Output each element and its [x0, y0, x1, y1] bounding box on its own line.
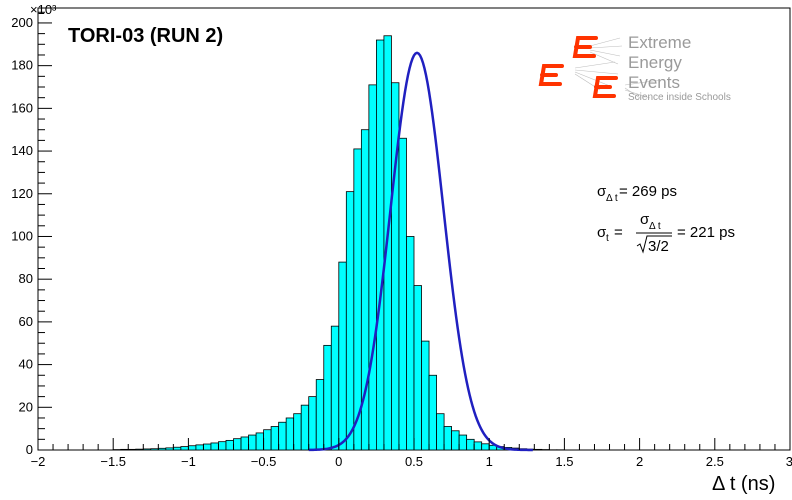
histogram-bar [323, 344, 332, 451]
sigma-dt-subscript: Δ t [606, 193, 618, 204]
sigma-t-symbol: σ [597, 224, 607, 241]
histogram-bar [458, 434, 468, 451]
histogram-bar [240, 436, 249, 451]
x-axis-title: Δ t (ns) [712, 473, 775, 495]
sigma-dt-annotation: σ Δ t = 269 ps [597, 183, 677, 204]
logo-line-3: Events [628, 73, 680, 92]
y-tick-label: 40 [19, 357, 33, 372]
histogram-bar [142, 448, 152, 451]
x-tick-label: −0.5 [251, 454, 277, 469]
logo-line-4: Science inside Schools [628, 92, 731, 103]
logo-line-2: Energy [628, 53, 682, 72]
histogram-bar [255, 432, 264, 451]
histogram-bar [330, 325, 340, 451]
equals-sign: = [614, 224, 623, 241]
x-tick-label: 0 [335, 454, 342, 469]
logo-line-1: Extreme [628, 33, 691, 52]
histogram-bar [270, 426, 280, 451]
x-tick-label: 1.5 [555, 454, 573, 469]
y-tick-label: 180 [11, 58, 33, 73]
x-tick-label: 1 [486, 454, 493, 469]
fraction-denominator: 3/2 [648, 238, 669, 255]
eee-logo: Extreme Energy Events Science inside Sch… [538, 33, 731, 103]
histogram-bar [451, 430, 460, 451]
y-tick-label: 140 [11, 143, 33, 158]
x-tick-label: −2 [31, 454, 46, 469]
chart-title: TORI-03 (RUN 2) [68, 25, 223, 47]
sigma-dt-value: = 269 ps [619, 183, 677, 200]
x-tick-label: −1.5 [100, 454, 126, 469]
histogram-bar [263, 429, 272, 451]
histogram-bar [375, 39, 385, 451]
y-axis: 0 20 40 60 80 100 120 140 160 180 200 [11, 11, 52, 457]
histogram-bar [195, 444, 204, 451]
histogram-bar [293, 413, 302, 451]
histogram-bar [398, 137, 407, 451]
histogram-bar [248, 434, 257, 451]
sigma-t-value: = 221 ps [677, 224, 735, 241]
fraction-numerator-symbol: σ [640, 211, 650, 228]
histogram-bar [127, 448, 137, 451]
fraction-numerator-subscript: Δ t [649, 221, 661, 232]
histogram-bar [278, 421, 287, 451]
y-tick-label: 100 [11, 228, 33, 243]
histogram-bar [233, 438, 242, 451]
histogram-bar [135, 448, 144, 451]
x-tick-label: 0.5 [405, 454, 423, 469]
x-axis: −2 −1.5 −1 −0.5 0 0.5 1 1.5 2 2.5 3 [31, 438, 792, 469]
y-tick-label: 80 [19, 271, 33, 286]
histogram-bar [353, 148, 362, 451]
logo-streaks [574, 37, 661, 99]
histogram-bar [466, 438, 475, 451]
x-tick-label: 3 [786, 454, 792, 469]
histogram-bar [172, 446, 182, 451]
sigma-t-annotation: σ t = σ Δ t 3/2 = 221 ps [597, 211, 735, 255]
logo-e-icon [538, 36, 618, 98]
histogram-bar [481, 443, 490, 451]
y-tick-label: 160 [11, 100, 33, 115]
y-tick-label: 200 [11, 15, 33, 30]
histogram-bar [421, 340, 430, 451]
sigma-dt-symbol: σ [597, 183, 607, 200]
histogram-bar [157, 447, 167, 451]
histogram-bar [436, 413, 445, 451]
histogram-bar [338, 261, 347, 451]
histogram-bar [413, 285, 422, 451]
histogram-bar [120, 448, 129, 451]
histogram-bar [180, 446, 189, 451]
histogram-bars [112, 35, 565, 451]
y-tick-label: 20 [19, 399, 33, 414]
histogram-bar [210, 442, 219, 451]
x-tick-label: −1 [181, 454, 196, 469]
histogram-bar [165, 447, 174, 451]
y-exponent-label: ×10³ [30, 2, 57, 17]
histogram-bar [473, 441, 483, 451]
sigma-t-subscript: t [606, 233, 609, 244]
histogram-bar [533, 448, 543, 451]
histogram-bar [150, 448, 159, 451]
histogram-bar [187, 445, 197, 451]
histogram-bar [406, 236, 415, 451]
histogram-bar [428, 374, 437, 451]
histogram-bar [315, 379, 325, 451]
x-tick-label: 2.5 [706, 454, 724, 469]
y-tick-label: 60 [19, 314, 33, 329]
histogram-bar [443, 426, 452, 451]
histogram-bar [218, 441, 227, 451]
histogram-bar [285, 417, 295, 451]
x-tick-label: 2 [636, 454, 643, 469]
gaussian-fit-curve [308, 51, 533, 452]
histogram-bar [203, 443, 212, 451]
histogram-bar [225, 439, 234, 451]
histogram-bar [368, 84, 377, 451]
histogram-bar [300, 404, 310, 451]
histogram-bar [345, 191, 355, 451]
y-tick-label: 0 [26, 442, 33, 457]
sqrt-sign [636, 235, 672, 254]
histogram-bar [308, 396, 317, 451]
y-tick-label: 120 [11, 186, 33, 201]
